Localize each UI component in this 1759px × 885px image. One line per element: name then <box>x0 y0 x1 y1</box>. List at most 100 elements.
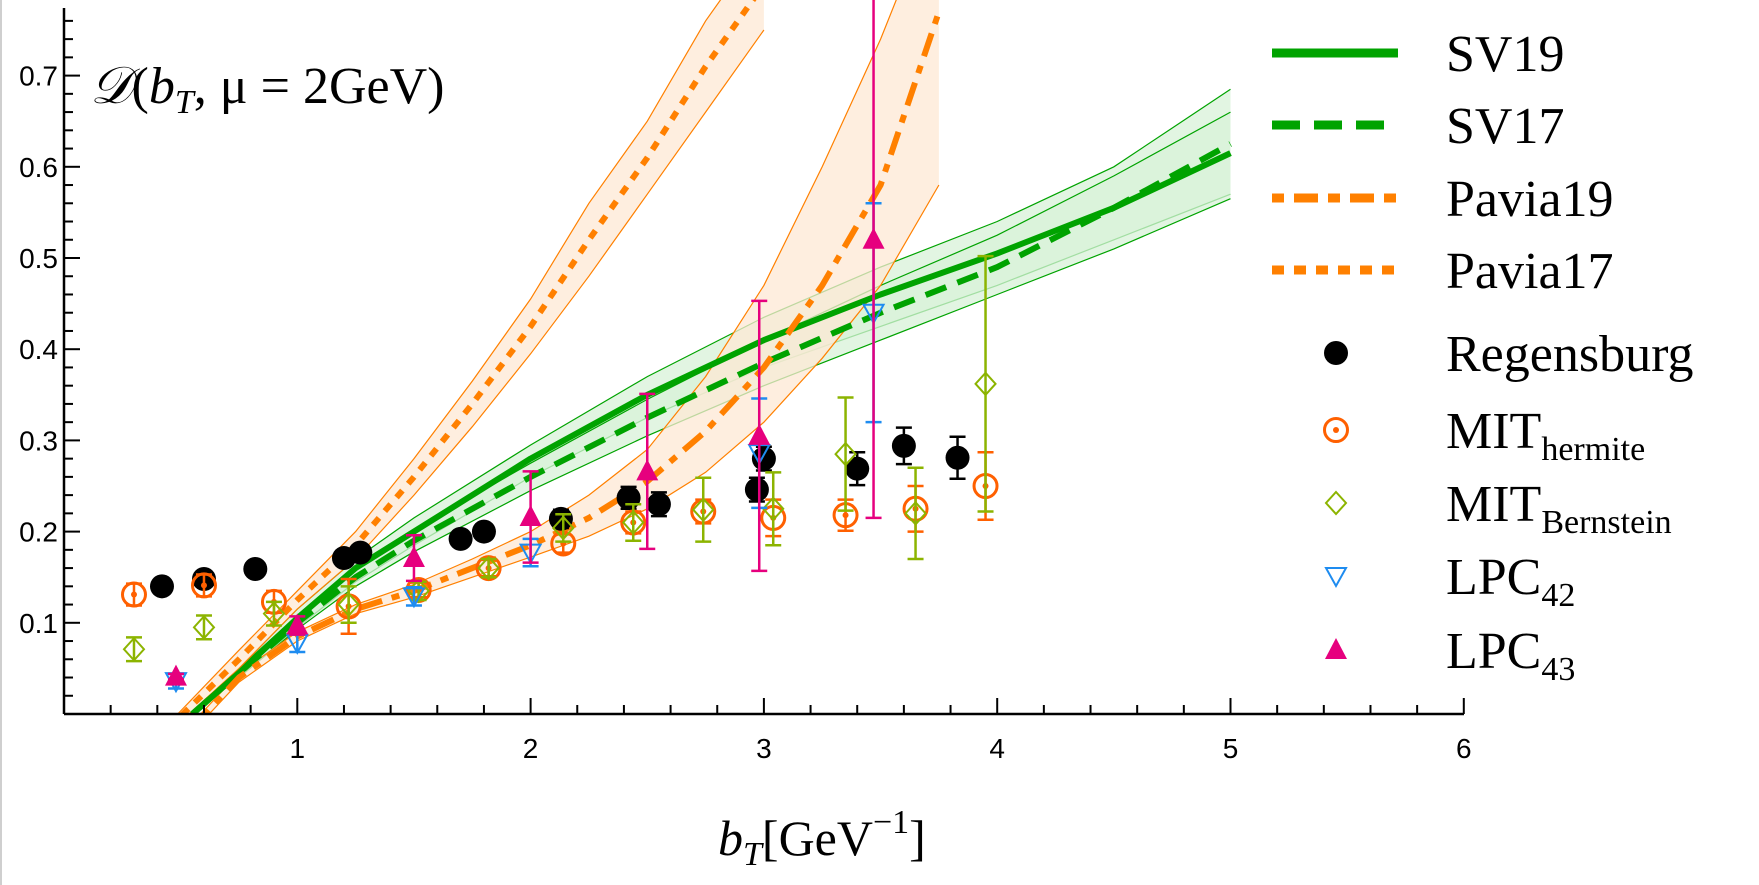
marker-dot <box>1324 341 1348 365</box>
marker <box>448 526 473 551</box>
data-point-mit-hermite <box>120 581 147 608</box>
data-point-lpc-43 <box>636 392 659 551</box>
x-tick-label: 6 <box>1456 733 1472 764</box>
marker <box>691 497 715 523</box>
data-point-mit-bernstein <box>691 476 715 543</box>
data-point-regensburg <box>616 485 641 511</box>
data-point-mit-bernstein <box>904 466 927 561</box>
data-point-mit-bernstein <box>262 600 286 627</box>
data-point-regensburg <box>845 451 870 487</box>
data-point-lpc-43 <box>748 299 771 573</box>
marker <box>337 592 360 618</box>
marker-dot <box>945 445 970 470</box>
data-point-mit-bernstein <box>192 614 216 641</box>
marker-diamond <box>192 614 216 640</box>
legend-marker <box>1323 417 1349 443</box>
marker <box>616 485 641 510</box>
legend-item-lpc-43: LPC43 <box>1325 623 1575 688</box>
band-sv19 <box>192 89 1231 714</box>
data-point-mit-bernstein <box>834 396 857 512</box>
marker <box>945 445 970 470</box>
band-pavia17 <box>177 0 764 714</box>
marker-diamond <box>477 555 500 581</box>
marker-diamond <box>122 636 146 662</box>
marker-dot <box>891 433 916 458</box>
marker <box>834 441 857 467</box>
marker <box>402 587 426 609</box>
data-point-lpc-42 <box>402 585 426 609</box>
marker-dot <box>471 519 496 544</box>
marker <box>551 515 575 541</box>
legend-item-regensburg: Regensburg <box>1324 326 1693 383</box>
legend-item-pavia17: Pavia17 <box>1272 243 1614 300</box>
data-point-regensburg <box>751 445 776 472</box>
y-tick-label: 0.5 <box>19 243 58 274</box>
marker <box>862 227 885 249</box>
marker-diamond <box>974 371 997 397</box>
marker <box>744 477 769 502</box>
marker-dot <box>149 574 174 599</box>
marker-dot <box>448 526 473 551</box>
curve-sv19 <box>190 150 1232 714</box>
data-points <box>120 0 999 694</box>
marker-triangle-up <box>519 505 542 527</box>
y-tick-label: 0.1 <box>19 608 58 639</box>
data-point-regensburg <box>744 476 769 503</box>
data-point-regensburg <box>945 435 970 480</box>
marker-triangle-up <box>1325 638 1347 659</box>
marker <box>845 456 870 481</box>
marker-diamond <box>337 592 360 618</box>
marker-triangle-up <box>402 546 425 568</box>
marker <box>904 500 927 526</box>
curve-sv17 <box>190 141 1232 714</box>
legend: SV19 SV17 Pavia19 Pavia17 Regensburg MIThermi… <box>1272 26 1693 688</box>
marker-ring <box>190 572 217 599</box>
legend-label: LPC43 <box>1446 623 1575 688</box>
legend-marker <box>1325 638 1347 659</box>
data-point-mit-hermite <box>190 572 217 599</box>
marker <box>761 496 785 522</box>
marker <box>243 556 268 581</box>
data-point-mit-bernstein <box>761 471 785 547</box>
frame-edge <box>0 0 2 885</box>
data-point-lpc-43 <box>402 533 425 583</box>
marker-triangle-down <box>1324 567 1348 589</box>
marker <box>262 601 286 627</box>
marker-center <box>200 582 207 589</box>
marker <box>646 492 671 517</box>
marker-ring <box>120 581 147 608</box>
marker-center <box>130 591 137 598</box>
legend-label: SV19 <box>1446 26 1564 83</box>
legend-marker <box>1324 567 1348 589</box>
marker-diamond <box>904 500 927 526</box>
x-tick-label: 2 <box>523 733 539 764</box>
legend-label: MIThermite <box>1446 403 1645 468</box>
marker-dot <box>751 446 776 471</box>
marker-diamond <box>621 509 645 535</box>
marker <box>149 574 174 599</box>
marker <box>748 423 771 445</box>
marker <box>519 505 542 527</box>
data-point-lpc-43 <box>862 0 885 520</box>
legend-label: LPC42 <box>1446 549 1575 614</box>
curve-pavia17 <box>178 0 757 714</box>
marker <box>120 581 147 608</box>
y-tick-label: 0.4 <box>19 334 58 365</box>
data-point-regensburg <box>471 519 496 544</box>
data-point-mit-bernstein <box>337 585 360 625</box>
data-point-regensburg <box>448 526 473 551</box>
legend-label: MITBernstein <box>1446 476 1672 541</box>
band-lower-pavia17 <box>188 29 765 714</box>
x-tick-label: 5 <box>1223 733 1239 764</box>
marker <box>621 509 645 535</box>
marker <box>636 459 659 481</box>
marker <box>974 371 997 397</box>
marker-diamond <box>1324 490 1348 516</box>
marker <box>751 446 776 471</box>
legend-label: Pavia19 <box>1446 171 1614 228</box>
marker <box>402 546 425 568</box>
data-point-lpc-43 <box>519 470 542 564</box>
plot-title: 𝒟(bT, μ = 2GeV) <box>90 58 444 121</box>
marker-diamond <box>691 497 715 523</box>
